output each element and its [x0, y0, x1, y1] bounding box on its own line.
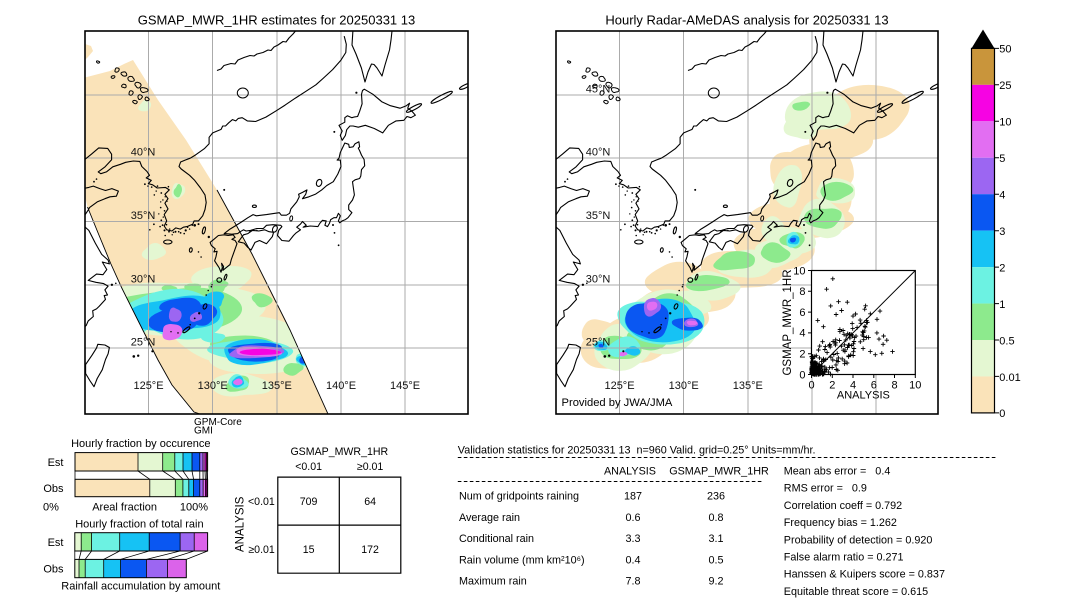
svg-text:Est: Est — [48, 457, 64, 469]
svg-text:ANALYSIS: ANALYSIS — [235, 496, 247, 552]
svg-text:40°N: 40°N — [586, 147, 611, 159]
svg-text:Mean abs error = 0.4: Mean abs error = 0.4 — [784, 466, 891, 478]
svg-text:False alarm ratio = 0.271: False alarm ratio = 0.271 — [784, 552, 904, 564]
svg-text:ANALYSIS: ANALYSIS — [837, 390, 890, 402]
svg-text:Num of gridpoints raining: Num of gridpoints raining — [459, 491, 579, 503]
svg-text:5: 5 — [999, 153, 1005, 165]
svg-text:0%: 0% — [43, 502, 59, 514]
svg-text:GMI: GMI — [194, 426, 213, 437]
svg-text:2: 2 — [829, 380, 835, 392]
svg-text:187: 187 — [624, 491, 642, 503]
svg-text:125°E: 125°E — [604, 380, 634, 392]
svg-text:35°N: 35°N — [586, 210, 611, 222]
svg-text:45°N: 45°N — [586, 83, 611, 95]
svg-text:135°E: 135°E — [262, 380, 292, 392]
svg-text:4: 4 — [799, 328, 805, 340]
svg-text:Hourly fraction of total rain: Hourly fraction of total rain — [75, 519, 203, 531]
svg-text:2: 2 — [799, 349, 805, 361]
svg-text:25°N: 25°N — [131, 337, 156, 349]
svg-text:709: 709 — [300, 496, 318, 508]
svg-text:Areal fraction: Areal fraction — [92, 502, 157, 514]
svg-text:Validation statistics for 2025: Validation statistics for 20250331 13 n=… — [458, 445, 816, 457]
svg-text:0: 0 — [999, 408, 1005, 420]
svg-text:25°N: 25°N — [586, 337, 611, 349]
svg-text:Hourly fraction by occurence: Hourly fraction by occurence — [71, 438, 210, 450]
svg-text:Obs: Obs — [43, 564, 64, 576]
svg-text:Probability of detection = 0.: Probability of detection = 0.920 — [784, 534, 933, 546]
svg-text:35°N: 35°N — [131, 210, 156, 222]
svg-text:10: 10 — [793, 265, 805, 277]
svg-text:Obs: Obs — [43, 483, 64, 495]
svg-text:30°N: 30°N — [586, 273, 611, 285]
svg-text:125°E: 125°E — [133, 380, 163, 392]
svg-text:Est: Est — [48, 537, 64, 549]
svg-text:3.3: 3.3 — [625, 533, 640, 545]
svg-text:GSMAP_MWR_1HR: GSMAP_MWR_1HR — [782, 269, 794, 375]
svg-text:140°E: 140°E — [326, 380, 356, 392]
svg-text:10: 10 — [999, 117, 1011, 129]
svg-text:40°N: 40°N — [131, 147, 156, 159]
svg-text:130°E: 130°E — [198, 380, 228, 392]
svg-text:6: 6 — [871, 380, 877, 392]
svg-text:0.01: 0.01 — [999, 372, 1020, 384]
svg-text:172: 172 — [361, 544, 379, 556]
svg-text:Average rain: Average rain — [459, 512, 520, 524]
svg-text:Hourly Radar-AMeDAS analysis f: Hourly Radar-AMeDAS analysis for 2025033… — [605, 12, 888, 27]
svg-text:Provided by JWA/JMA: Provided by JWA/JMA — [562, 397, 673, 409]
svg-text:0: 0 — [808, 380, 814, 392]
svg-text:4: 4 — [999, 190, 1005, 202]
svg-text:0.6: 0.6 — [625, 512, 640, 524]
svg-text:0.5: 0.5 — [708, 554, 723, 566]
svg-text:6: 6 — [799, 307, 805, 319]
svg-text:Hanssen & Kuipers score = 0.8: Hanssen & Kuipers score = 0.837 — [784, 569, 945, 581]
svg-text:Maximum rain: Maximum rain — [459, 576, 527, 588]
svg-text:2: 2 — [999, 262, 1005, 274]
svg-text:≥0.01: ≥0.01 — [248, 544, 275, 556]
svg-text:0.4: 0.4 — [625, 554, 640, 566]
svg-text:30°N: 30°N — [131, 273, 156, 285]
svg-text:0: 0 — [799, 369, 805, 381]
svg-text:7.8: 7.8 — [625, 576, 640, 588]
svg-text:50: 50 — [999, 44, 1011, 56]
svg-text:Rain volume (mm km²10⁶): Rain volume (mm km²10⁶) — [459, 554, 585, 566]
svg-text:3: 3 — [999, 226, 1005, 238]
svg-text:25: 25 — [999, 80, 1011, 92]
svg-text:<0.01: <0.01 — [248, 496, 275, 508]
svg-text:0.8: 0.8 — [708, 512, 723, 524]
svg-text:ANALYSIS: ANALYSIS — [604, 466, 656, 478]
svg-text:8: 8 — [891, 380, 897, 392]
svg-text:10: 10 — [909, 380, 921, 392]
svg-text:GSMAP_MWR_1HR: GSMAP_MWR_1HR — [669, 466, 769, 478]
svg-text:100%: 100% — [180, 502, 208, 514]
svg-text:Rainfall accumulation by amoun: Rainfall accumulation by amount — [61, 581, 220, 593]
svg-text:GPM-Core: GPM-Core — [194, 417, 242, 428]
svg-text:GSMAP_MWR_1HR estimates for 20: GSMAP_MWR_1HR estimates for 20250331 13 — [138, 12, 415, 27]
svg-text:9.2: 9.2 — [708, 576, 723, 588]
svg-text:15: 15 — [303, 544, 315, 556]
svg-text:4: 4 — [850, 380, 856, 392]
svg-text:135°E: 135°E — [733, 380, 763, 392]
svg-text:8: 8 — [799, 286, 805, 298]
svg-text:236: 236 — [707, 491, 725, 503]
svg-text:≥0.01: ≥0.01 — [357, 461, 384, 473]
svg-text:Correlation coeff = 0.792: Correlation coeff = 0.792 — [784, 500, 902, 512]
svg-text:130°E: 130°E — [669, 380, 699, 392]
svg-text:0.5: 0.5 — [999, 335, 1014, 347]
svg-text:145°E: 145°E — [390, 380, 420, 392]
svg-text:RMS error = 0.9: RMS error = 0.9 — [784, 483, 867, 495]
svg-text:Equitable threat score = 0.61: Equitable threat score = 0.615 — [784, 586, 928, 598]
svg-text:<0.01: <0.01 — [295, 461, 322, 473]
svg-text:64: 64 — [364, 496, 376, 508]
svg-text:GSMAP_MWR_1HR: GSMAP_MWR_1HR — [290, 446, 388, 458]
svg-text:3.1: 3.1 — [708, 533, 723, 545]
svg-text:Frequency bias = 1.262: Frequency bias = 1.262 — [784, 517, 897, 529]
svg-text:1: 1 — [999, 299, 1005, 311]
svg-text:Conditional rain: Conditional rain — [459, 533, 534, 545]
